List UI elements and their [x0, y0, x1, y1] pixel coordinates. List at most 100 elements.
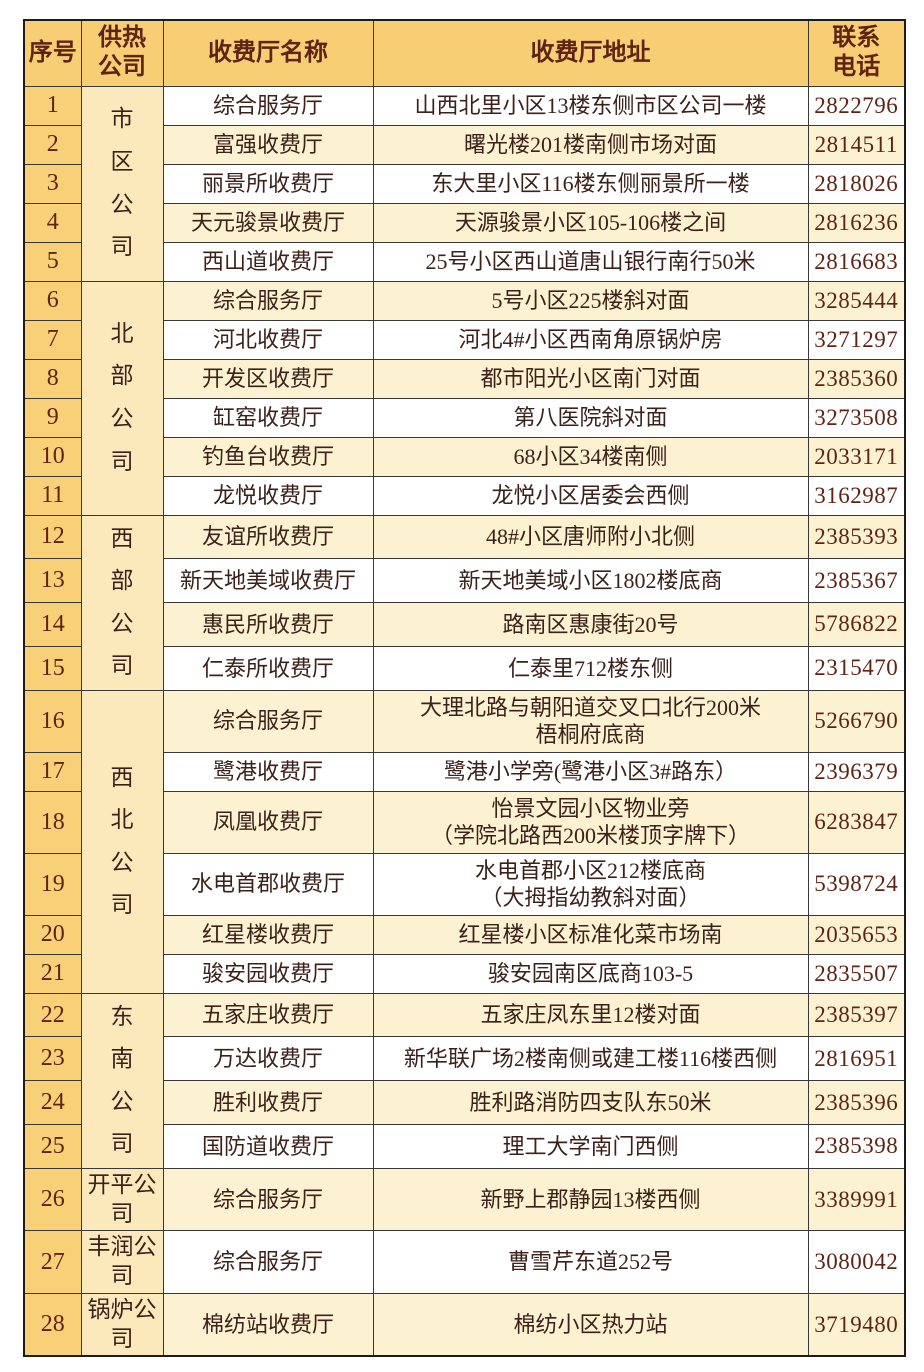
cell-company: 西北公司	[80, 689, 164, 994]
cell-name: 西山道收费厅	[162, 241, 374, 282]
cell-phone: 3273508	[807, 397, 906, 438]
cell-address: 胜利路消防四支队东50米	[372, 1080, 809, 1126]
table-row: 3 丽景所收费厅 东大里小区116楼东侧丽景所一楼 2818026	[23, 163, 906, 204]
company-label: 西部公司	[110, 525, 134, 679]
cell-index: 22	[23, 992, 82, 1038]
cell-name: 天元骏景收费厅	[162, 202, 374, 243]
cell-address: 5号小区225楼斜对面	[372, 280, 809, 321]
cell-company: 锅炉公司	[80, 1292, 164, 1357]
cell-name: 骏安园收费厅	[162, 953, 374, 994]
cell-address: 新天地美域小区1802楼底商	[372, 558, 809, 604]
column-header-label: 收费厅名称	[208, 39, 328, 66]
table-row: 24 胜利收费厅 胜利路消防四支队东50米 2385396	[23, 1080, 906, 1126]
cell-company: 北部公司	[80, 280, 164, 516]
cell-address: 骏安园南区底商103-5	[372, 953, 809, 994]
cell-phone: 3162987	[807, 475, 906, 516]
column-header-index: 序号	[23, 19, 82, 87]
cell-phone: 2814511	[807, 124, 906, 165]
cell-index: 20	[23, 914, 82, 955]
column-header-phone: 联系电话	[807, 19, 906, 87]
cell-name: 国防道收费厅	[162, 1124, 374, 1169]
cell-phone: 2385367	[807, 558, 906, 604]
cell-name: 综合服务厅	[162, 85, 374, 126]
column-header-label: 联系电话	[832, 25, 881, 81]
cell-name: 棉纺站收费厅	[162, 1292, 374, 1357]
cell-address: 曹雪芹东道252号	[372, 1230, 809, 1294]
table-row: 19 水电首郡收费厅 水电首郡小区212楼底商 （大拇指幼教斜对面） 5398724	[23, 852, 906, 916]
cell-address: 五家庄凤东里12楼对面	[372, 992, 809, 1038]
cell-address: 48#小区唐师附小北侧	[372, 514, 809, 560]
table-row: 15 仁泰所收费厅 仁泰里712楼东侧 2315470	[23, 645, 906, 691]
cell-phone: 2385393	[807, 514, 906, 560]
table-row: 13 新天地美域收费厅 新天地美域小区1802楼底商 2385367	[23, 558, 906, 604]
cell-index: 8	[23, 358, 82, 399]
table-row: 20 红星楼收费厅 红星楼小区标准化菜市场南 2035653	[23, 914, 906, 955]
cell-index: 7	[23, 319, 82, 360]
cell-name: 富强收费厅	[162, 124, 374, 165]
cell-company: 东南公司	[80, 992, 164, 1169]
table-row: 5 西山道收费厅 25号小区西山道唐山银行南行50米 2816683	[23, 241, 906, 282]
column-header-name: 收费厅名称	[162, 19, 374, 87]
cell-index: 11	[23, 475, 82, 516]
cell-phone: 3719480	[807, 1292, 906, 1357]
cell-address: 大理北路与朝阳道交叉口北行200米 梧桐府底商	[372, 689, 809, 753]
cell-address: 东大里小区116楼东侧丽景所一楼	[372, 163, 809, 204]
table-row: 22 东南公司 五家庄收费厅 五家庄凤东里12楼对面 2385397	[23, 992, 906, 1169]
cell-name: 水电首郡收费厅	[162, 852, 374, 916]
cell-address: 新华联广场2楼南侧或建工楼116楼西侧	[372, 1036, 809, 1082]
cell-address: 河北4#小区西南角原锅炉房	[372, 319, 809, 360]
cell-name: 龙悦收费厅	[162, 475, 374, 516]
cell-index: 25	[23, 1124, 82, 1169]
cell-address: 理工大学南门西侧	[372, 1124, 809, 1169]
cell-name: 丽景所收费厅	[162, 163, 374, 204]
column-header-label: 序号	[28, 39, 77, 66]
cell-phone: 2822796	[807, 85, 906, 126]
cell-name: 胜利收费厅	[162, 1080, 374, 1126]
cell-address: 新野上郡静园13楼西侧	[372, 1167, 809, 1232]
column-header-label: 收费厅地址	[530, 39, 651, 66]
cell-phone: 2033171	[807, 436, 906, 477]
cell-address: 路南区惠康街20号	[372, 602, 809, 647]
column-header-label: 供热公司	[97, 25, 146, 81]
cell-address: 鹭港小学旁(鹭港小区3#路东）	[372, 751, 809, 792]
cell-index: 28	[23, 1292, 82, 1357]
table-row: 28 锅炉公司 棉纺站收费厅 棉纺小区热力站 3719480	[23, 1292, 906, 1357]
table-row: 6 北部公司 综合服务厅 5号小区225楼斜对面 3285444	[23, 280, 906, 516]
cell-name: 凤凰收费厅	[162, 790, 374, 854]
cell-name: 五家庄收费厅	[162, 992, 374, 1038]
cell-phone: 2816683	[807, 241, 906, 282]
cell-index: 5	[23, 241, 82, 282]
cell-index: 17	[23, 751, 82, 792]
cell-phone: 2315470	[807, 645, 906, 691]
company-label: 市区公司	[110, 106, 134, 260]
cell-phone: 2816236	[807, 202, 906, 243]
cell-index: 9	[23, 397, 82, 438]
cell-index: 24	[23, 1080, 82, 1126]
cell-phone: 2835507	[807, 953, 906, 994]
cell-company: 西部公司	[80, 514, 164, 691]
cell-address: 棉纺小区热力站	[372, 1292, 809, 1357]
cell-index: 3	[23, 163, 82, 204]
cell-name: 河北收费厅	[162, 319, 374, 360]
cell-address: 龙悦小区居委会西侧	[372, 475, 809, 516]
cell-name: 开发区收费厅	[162, 358, 374, 399]
table-row: 2 富强收费厅 曙光楼201楼南侧市场对面 2814511	[23, 124, 906, 165]
column-header-address: 收费厅地址	[372, 19, 809, 87]
cell-address: 68小区34楼南侧	[372, 436, 809, 477]
cell-address: 都市阳光小区南门对面	[372, 358, 809, 399]
table-row: 23 万达收费厅 新华联广场2楼南侧或建工楼116楼西侧 2816951	[23, 1036, 906, 1082]
cell-index: 2	[23, 124, 82, 165]
cell-index: 16	[23, 689, 82, 753]
cell-index: 6	[23, 280, 82, 321]
company-label: 开平公司	[87, 1171, 157, 1226]
cell-index: 21	[23, 953, 82, 994]
cell-phone: 2396379	[807, 751, 906, 792]
table-row: 7 河北收费厅 河北4#小区西南角原锅炉房 3271297	[23, 319, 906, 360]
cell-index: 15	[23, 645, 82, 691]
cell-phone: 6283847	[807, 790, 906, 854]
cell-index: 26	[23, 1167, 82, 1232]
cell-index: 12	[23, 514, 82, 560]
cell-name: 综合服务厅	[162, 280, 374, 321]
cell-name: 综合服务厅	[162, 1167, 374, 1232]
